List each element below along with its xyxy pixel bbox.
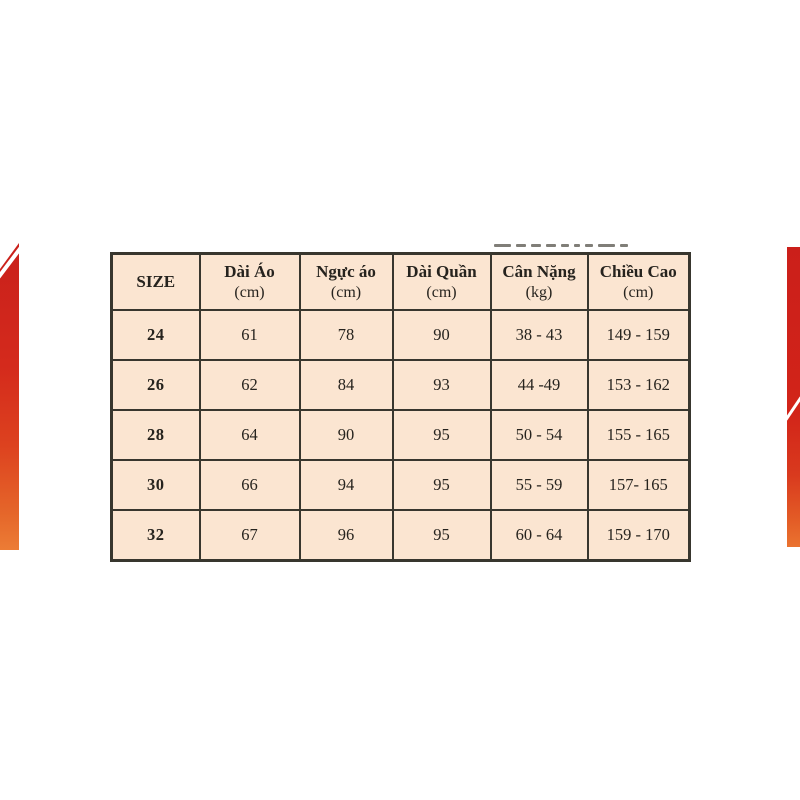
column-unit: (kg) [525,283,553,301]
column-unit: (cm) [623,283,654,301]
cell-dai-ao: 62 [198,359,301,411]
cell-size: 24 [110,309,201,361]
cell-size: 26 [110,359,201,411]
column-header-dai-quan: Dài Quần (cm) [391,252,492,311]
cell-nguc-ao: 84 [298,359,394,411]
left-ribbon-decoration [0,243,19,550]
remnant-dash [585,244,593,247]
cell-size: 32 [110,509,201,562]
column-label: Cân Nặng [502,262,576,282]
remnant-dash [546,244,556,247]
cell-chieu-cao: 159 - 170 [586,509,691,562]
size-chart-container: SIZE Dài Áo (cm) Ngực áo (cm) [110,252,691,562]
table-row-size-28: 28 64 90 95 50 - 54 155 - 165 [110,409,691,461]
column-label: Chiều Cao [599,262,677,282]
cell-chieu-cao: 157- 165 [586,459,691,511]
remnant-dash [598,244,615,247]
header-row: SIZE Dài Áo (cm) Ngực áo (cm) [110,252,691,311]
remnant-dash [561,244,569,247]
remnant-dash [531,244,541,247]
cell-nguc-ao: 90 [298,409,394,461]
column-header-chieu-cao: Chiều Cao (cm) [586,252,691,311]
left-ribbon-slash [0,245,19,279]
cell-nguc-ao: 94 [298,459,394,511]
cell-chieu-cao: 155 - 165 [586,409,691,461]
cell-chieu-cao: 149 - 159 [586,309,691,361]
column-header-can-nang: Cân Nặng (kg) [489,252,589,311]
column-label: Dài Quần [406,262,477,282]
column-header-nguc-ao: Ngực áo (cm) [298,252,394,311]
right-ribbon-decoration [784,247,800,547]
column-unit: (cm) [330,283,362,301]
cell-size: 30 [110,459,201,511]
cell-can-nang: 44 -49 [489,359,589,411]
cell-dai-ao: 61 [198,309,301,361]
remnant-dash [574,244,580,247]
column-label: SIZE [136,272,176,292]
table-row-size-30: 30 66 94 95 55 - 59 157- 165 [110,459,691,511]
column-unit: (cm) [426,283,457,301]
cell-nguc-ao: 78 [298,309,394,361]
right-ribbon-slash [784,396,800,421]
cell-can-nang: 55 - 59 [489,459,589,511]
column-header-size: SIZE [110,252,201,311]
remnant-dash [620,244,628,247]
table-row-size-26: 26 62 84 93 44 -49 153 - 162 [110,359,691,411]
table-row-size-32: 32 67 96 95 60 - 64 159 - 170 [110,509,691,562]
remnant-dash [516,244,526,247]
cell-nguc-ao: 96 [298,509,394,562]
cell-dai-quan: 95 [391,409,492,461]
table-row-size-24: 24 61 78 90 38 - 43 149 - 159 [110,309,691,361]
cell-size: 28 [110,409,201,461]
column-header-dai-ao: Dài Áo (cm) [198,252,301,311]
cropped-text-remnant [494,243,644,247]
cell-dai-ao: 67 [198,509,301,562]
cell-dai-quan: 95 [391,459,492,511]
column-label: Dài Áo [224,262,275,282]
cell-dai-quan: 90 [391,309,492,361]
cell-dai-ao: 64 [198,409,301,461]
cell-dai-quan: 93 [391,359,492,411]
cell-chieu-cao: 153 - 162 [586,359,691,411]
cell-dai-quan: 95 [391,509,492,562]
cell-dai-ao: 66 [198,459,301,511]
column-unit: (cm) [234,283,265,301]
cell-can-nang: 38 - 43 [489,309,589,361]
size-chart-table: SIZE Dài Áo (cm) Ngực áo (cm) [110,252,691,562]
remnant-dash [494,244,511,247]
column-label: Ngực áo [316,262,376,282]
cell-can-nang: 50 - 54 [489,409,589,461]
cell-can-nang: 60 - 64 [489,509,589,562]
